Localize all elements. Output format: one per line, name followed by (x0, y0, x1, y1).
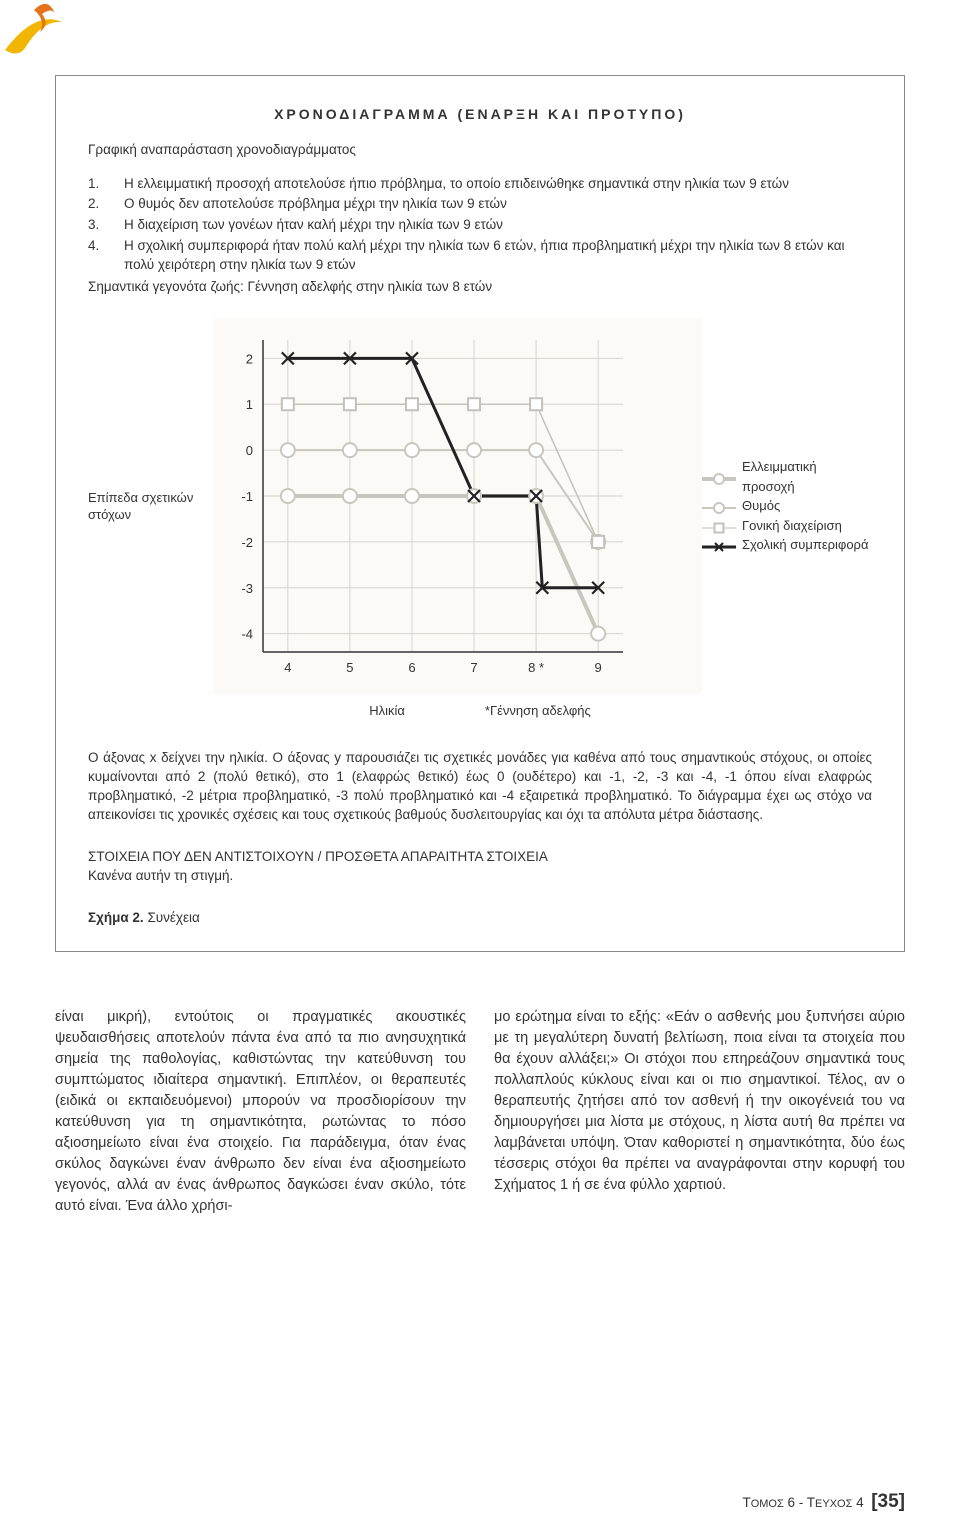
list-item: 3.Η διαχείριση των γονέων ήταν καλή μέχρ… (88, 215, 872, 235)
svg-text:2: 2 (246, 352, 253, 367)
list-item: 4.Η σχολική συμπεριφορά ήταν πολύ καλή μ… (88, 236, 872, 275)
y-axis-label: Επίπεδα σχετικών στόχων (88, 489, 213, 524)
chart-row: Επίπεδα σχετικών στόχων 2 1 0 -1 -2 -3 -4 4 5 6 7 8… (88, 318, 872, 694)
footer: ΤΟΜΟΣ 6 - ΤΕΥΧΟΣ 4 [35] (742, 1491, 905, 1513)
figure-box: ΧΡΟΝΟΔΙΑΓΡΑΜΜΑ (ΕΝΑΡΞΗ ΚΑΙ ΠΡΟΤΥΠΟ) Γραφ… (55, 75, 905, 952)
box-subtitle: Γραφική αναπαράσταση χρονοδιαγράμματος (88, 140, 872, 160)
legend: Ελλειμματική προσοχήΘυμόςΓονική διαχείρι… (702, 457, 872, 555)
logo (0, 0, 70, 70)
numbered-list: 1.Η ελλειμματική προσοχή αποτελούσε ήπιο… (88, 174, 872, 275)
svg-text:8 *: 8 * (528, 660, 544, 675)
svg-text:-2: -2 (241, 535, 253, 550)
svg-text:0: 0 (246, 443, 253, 458)
column-right: μο ερώτημα είναι το εξής: «Εάν ο ασθενής… (494, 1007, 905, 1217)
legend-item: Γονική διαχείριση (702, 516, 872, 536)
legend-item: Θυμός (702, 496, 872, 516)
legend-item: Ελλειμματική προσοχή (702, 457, 872, 496)
section2-title: ΣΤΟΙΧΕΙΑ ΠΟΥ ΔΕΝ ΑΝΤΙΣΤΟΙΧΟΥΝ / ΠΡΟΣΘΕΤΑ… (88, 847, 872, 867)
svg-text:-1: -1 (241, 489, 253, 504)
svg-text:6: 6 (408, 660, 415, 675)
svg-text:1: 1 (246, 397, 253, 412)
list-item: 2.Ο θυμός δεν αποτελούσε πρόβλημα μέχρι … (88, 194, 872, 214)
figure-caption: Σχήμα 2. Συνέχεια (88, 908, 872, 928)
column-left: είναι μικρή), εντούτοις οι πραγματικές α… (55, 1007, 466, 1217)
life-event: Σημαντικά γεγονότα ζωής: Γέννηση αδελφής… (88, 277, 872, 297)
list-item: 1.Η ελλειμματική προσοχή αποτελούσε ήπιο… (88, 174, 872, 194)
x-axis-caption: Ηλικία *Γέννηση αδελφής (88, 702, 872, 721)
box-title: ΧΡΟΝΟΔΙΑΓΡΑΜΜΑ (ΕΝΑΡΞΗ ΚΑΙ ΠΡΟΤΥΠΟ) (88, 104, 872, 124)
legend-label: Θυμός (742, 496, 780, 516)
body-columns: είναι μικρή), εντούτοις οι πραγματικές α… (55, 1007, 905, 1217)
legend-label: Γονική διαχείριση (742, 516, 842, 536)
svg-text:7: 7 (470, 660, 477, 675)
legend-label: Σχολική συμπεριφορά (742, 535, 868, 555)
svg-text:9: 9 (595, 660, 602, 675)
svg-text:-3: -3 (241, 581, 253, 596)
explanation-text: Ο άξονας x δείχνει την ηλικία. Ο άξονας … (88, 749, 872, 825)
x-axis-label: Ηλικία (369, 702, 405, 721)
chart: 2 1 0 -1 -2 -3 -4 4 5 6 7 8 * 9 (213, 318, 702, 694)
svg-text:4: 4 (284, 660, 291, 675)
svg-text:5: 5 (346, 660, 353, 675)
legend-item: Σχολική συμπεριφορά (702, 535, 872, 555)
x-axis-note: *Γέννηση αδελφής (485, 702, 591, 721)
page: ΧΡΟΝΟΔΙΑΓΡΑΜΜΑ (ΕΝΑΡΞΗ ΚΑΙ ΠΡΟΤΥΠΟ) Γραφ… (0, 0, 960, 1537)
legend-label: Ελλειμματική προσοχή (742, 457, 872, 496)
section2-body: Κανένα αυτήν τη στιγμή. (88, 866, 872, 886)
svg-text:-4: -4 (241, 627, 253, 642)
